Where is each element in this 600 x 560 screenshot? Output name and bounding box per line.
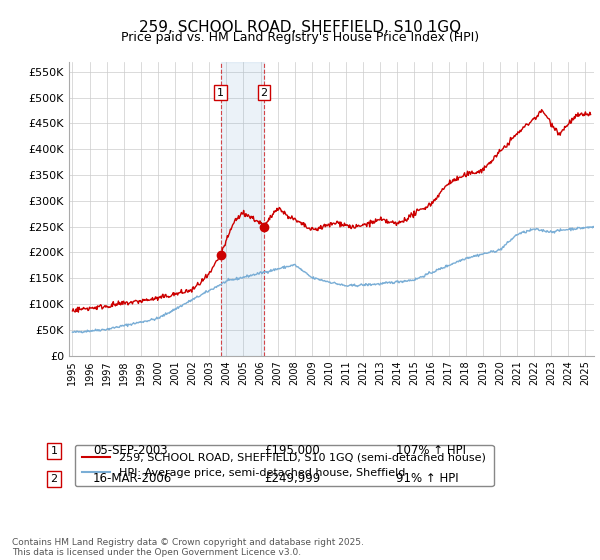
Text: Price paid vs. HM Land Registry's House Price Index (HPI): Price paid vs. HM Land Registry's House … (121, 31, 479, 44)
Text: 107% ↑ HPI: 107% ↑ HPI (396, 444, 466, 458)
Text: £195,000: £195,000 (264, 444, 320, 458)
Text: 1: 1 (50, 446, 58, 456)
Text: 259, SCHOOL ROAD, SHEFFIELD, S10 1GQ: 259, SCHOOL ROAD, SHEFFIELD, S10 1GQ (139, 20, 461, 35)
Text: 1: 1 (217, 87, 224, 97)
Text: 16-MAR-2006: 16-MAR-2006 (93, 472, 172, 486)
Bar (221, 62, 264, 356)
Text: Contains HM Land Registry data © Crown copyright and database right 2025.
This d: Contains HM Land Registry data © Crown c… (12, 538, 364, 557)
Text: £249,999: £249,999 (264, 472, 320, 486)
Text: 2: 2 (50, 474, 58, 484)
Legend: 259, SCHOOL ROAD, SHEFFIELD, S10 1GQ (semi-detached house), HPI: Average price, : 259, SCHOOL ROAD, SHEFFIELD, S10 1GQ (se… (74, 445, 494, 486)
Text: 2: 2 (260, 87, 268, 97)
Text: 05-SEP-2003: 05-SEP-2003 (93, 444, 167, 458)
Text: 91% ↑ HPI: 91% ↑ HPI (396, 472, 458, 486)
